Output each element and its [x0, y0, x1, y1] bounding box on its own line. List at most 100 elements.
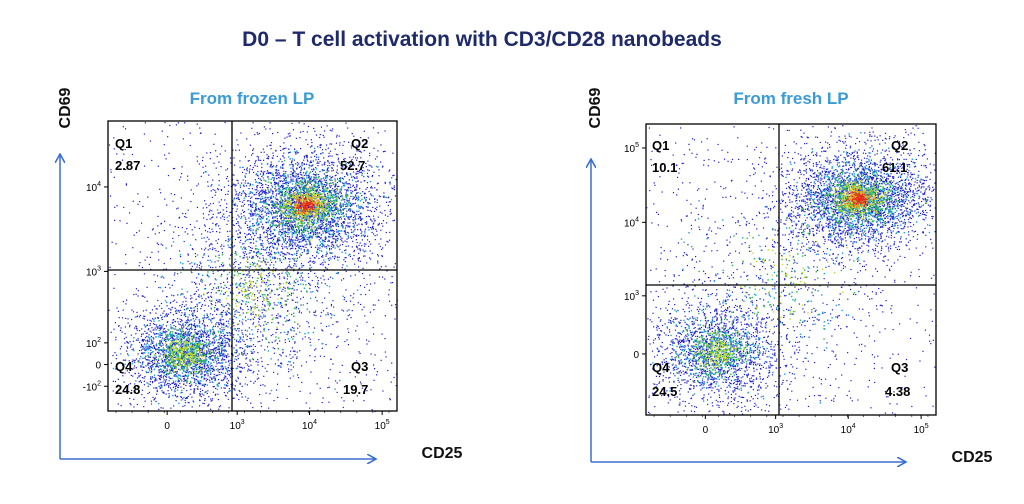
event-dot: [319, 211, 322, 213]
event-dot: [259, 173, 262, 175]
event-dot: [337, 230, 340, 232]
event-dot: [327, 147, 329, 149]
event-dot: [311, 230, 314, 233]
event-dot: [308, 250, 310, 253]
event-dot: [301, 272, 303, 274]
event-dot: [373, 171, 375, 173]
event-dot: [278, 240, 280, 242]
event-dot: [310, 203, 312, 206]
event-dot: [294, 221, 297, 223]
event-dot: [201, 340, 204, 342]
event-dot: [287, 229, 289, 232]
event-dot: [313, 210, 315, 212]
event-dot: [286, 206, 288, 208]
event-dot: [276, 240, 278, 242]
event-dot: [279, 207, 282, 209]
event-dot: [277, 251, 279, 253]
event-dot: [294, 152, 297, 154]
event-dot: [277, 211, 279, 213]
event-dot: [136, 329, 138, 331]
event-dot: [310, 207, 312, 209]
event-dot: [352, 210, 354, 212]
event-dot: [281, 222, 283, 224]
event-dot: [289, 209, 291, 211]
event-dot: [280, 217, 282, 219]
event-dot: [339, 202, 342, 204]
event-dot: [272, 204, 274, 206]
event-dot: [363, 234, 365, 236]
event-dot: [297, 193, 299, 195]
event-dot: [327, 161, 329, 163]
event-dot: [322, 232, 324, 234]
event-dot: [390, 381, 392, 383]
event-dot: [269, 246, 271, 248]
event-dot: [317, 282, 319, 284]
event-dot: [298, 216, 301, 218]
event-dot: [261, 166, 263, 169]
event-dot: [369, 180, 372, 183]
event-dot: [253, 251, 255, 253]
event-dot: [246, 168, 248, 170]
event-dot: [359, 207, 362, 209]
event-dot: [306, 198, 309, 201]
event-dot: [324, 184, 326, 186]
event-dot: [289, 258, 291, 260]
event-dot: [335, 224, 337, 226]
event-dot: [170, 407, 172, 409]
event-dot: [266, 234, 269, 236]
event-dot: [264, 261, 266, 263]
event-dot: [321, 164, 323, 166]
event-dot: [278, 231, 280, 233]
event-dot: [340, 238, 342, 241]
event-dot: [345, 192, 347, 194]
event-dot: [126, 162, 128, 164]
event-dot: [270, 163, 273, 165]
event-dot: [300, 131, 302, 133]
event-dot: [341, 230, 343, 232]
event-dot: [355, 194, 357, 196]
event-dot: [286, 214, 289, 217]
event-dot: [351, 258, 354, 260]
event-dot: [267, 157, 269, 159]
event-dot: [136, 392, 139, 395]
event-dot: [390, 282, 392, 284]
event-dot: [308, 326, 310, 328]
event-dot: [245, 173, 247, 175]
event-dot: [218, 174, 220, 176]
event-dot: [205, 171, 207, 173]
event-dot: [122, 126, 124, 128]
event-dot: [202, 344, 205, 346]
event-dot: [273, 228, 275, 231]
event-dot: [350, 176, 353, 178]
event-dot: [338, 213, 340, 216]
event-dot: [321, 222, 323, 224]
event-dot: [114, 206, 116, 208]
event-dot: [281, 228, 283, 231]
event-dot: [303, 157, 306, 159]
event-dot: [341, 243, 344, 246]
event-dot: [299, 188, 302, 190]
event-dot: [288, 187, 291, 189]
event-dot: [342, 213, 344, 215]
event-dot: [182, 370, 185, 372]
event-dot: [169, 257, 172, 260]
event-dot: [322, 245, 324, 247]
event-dot: [324, 205, 326, 207]
event-dot: [356, 210, 358, 212]
event-dot: [323, 213, 325, 216]
event-dot: [211, 210, 213, 212]
event-dot: [332, 215, 334, 218]
event-dot: [276, 203, 278, 206]
event-dot: [282, 238, 285, 240]
event-dot: [325, 144, 328, 146]
event-dot: [328, 230, 330, 233]
event-dot: [333, 202, 336, 205]
event-dot: [309, 171, 312, 173]
event-dot: [157, 243, 159, 245]
event-dot: [302, 203, 305, 205]
event-dot: [284, 341, 286, 344]
event-dot: [287, 176, 289, 178]
event-dot: [325, 219, 327, 221]
event-dot: [347, 127, 349, 129]
event-dot: [341, 224, 343, 227]
